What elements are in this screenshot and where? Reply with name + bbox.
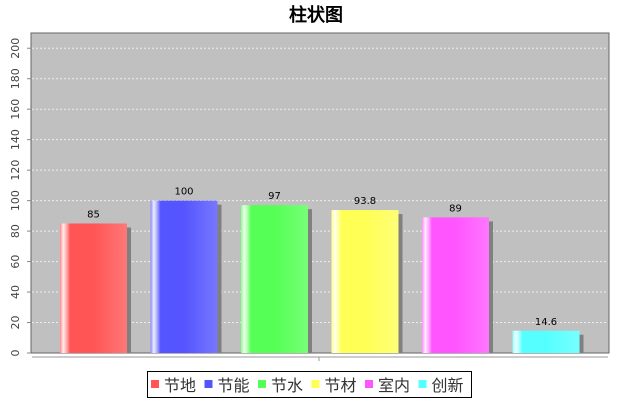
data-label: 85 [87,209,100,220]
legend-label: 节水 [271,376,303,395]
legend-label: 创新 [432,376,464,395]
data-label: 14.6 [535,317,557,328]
y-tick-label: 60 [9,255,22,269]
legend-swatch [365,380,373,388]
legend-swatch [258,380,266,388]
legend-label: 节地 [164,376,196,395]
y-tick-label: 160 [9,99,22,120]
legend-swatch [151,380,159,388]
data-label: 100 [174,187,193,198]
bar-节能[interactable] [150,200,218,353]
legend-swatch [311,380,320,388]
y-tick-label: 180 [9,68,22,89]
chart-title: 柱状图 [289,4,343,26]
y-tick-label: 0 [9,350,22,357]
legend-label: 节材 [325,376,357,395]
legend-label: 室内 [378,376,410,395]
y-tick-label: 20 [9,316,22,330]
legend-swatch [418,380,427,388]
legend-label: 节能 [218,376,250,395]
bar-节水[interactable] [241,205,308,353]
data-label: 97 [268,191,281,202]
y-tick-label: 120 [9,160,22,181]
y-tick-label: 200 [9,38,22,59]
bar-创新[interactable] [512,330,580,353]
bar-节地[interactable] [60,223,127,353]
bar-室内[interactable] [422,217,489,353]
y-tick-label: 80 [9,224,22,238]
legend-box [147,371,472,398]
y-tick-label: 100 [9,190,22,211]
data-label: 93.8 [354,196,376,207]
data-label: 89 [449,203,462,214]
y-tick-label: 40 [9,285,22,299]
legend-swatch [204,380,213,388]
y-tick-label: 140 [9,129,22,150]
bar-节材[interactable] [331,210,399,353]
